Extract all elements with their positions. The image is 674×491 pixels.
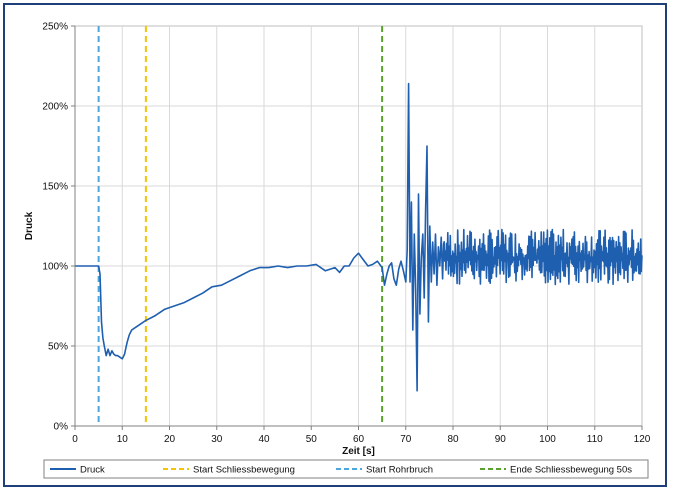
y-tick-label: 250% <box>42 22 68 33</box>
y-axis-title: Druck <box>24 211 35 240</box>
y-tick-label: 50% <box>48 342 68 353</box>
x-tick-label: 80 <box>447 434 459 445</box>
x-tick-label: 120 <box>634 434 651 445</box>
x-tick-label: 90 <box>495 434 507 445</box>
x-tick-label: 100 <box>539 434 556 445</box>
x-axis-title: Zeit [s] <box>342 446 375 457</box>
legend-label: Start Rohrbruch <box>366 465 433 476</box>
x-tick-label: 20 <box>164 434 176 445</box>
axes: 0 10 20 30 40 50 60 70 80 90 100 110 120 0% 50% 100% 150… <box>42 22 650 446</box>
x-tick-label: 30 <box>211 434 223 445</box>
legend: Druck Start Schliessbewegung Start Rohrbru… <box>43 459 649 479</box>
x-tick-label: 0 <box>72 434 78 445</box>
x-tick-label: 40 <box>258 434 270 445</box>
legend-label: Start Schliessbewegung <box>193 465 295 476</box>
series-layer <box>75 82 643 392</box>
y-tick-label: 100% <box>42 262 68 273</box>
vertical-markers <box>97 26 384 426</box>
x-tick-label: 70 <box>400 434 412 445</box>
legend-label: Ende Schliessbewegung 50s <box>510 465 632 476</box>
x-tick-label: 110 <box>587 434 603 445</box>
x-tick-label: 10 <box>117 434 129 445</box>
legend-label: Druck <box>80 465 105 476</box>
x-tick-label: 60 <box>353 434 365 445</box>
grid <box>74 25 643 427</box>
x-tick-label: 50 <box>306 434 318 445</box>
y-tick-label: 200% <box>42 102 68 113</box>
y-tick-label: 150% <box>42 182 68 193</box>
y-tick-label: 0% <box>54 422 69 433</box>
series-line-druck <box>75 82 643 392</box>
